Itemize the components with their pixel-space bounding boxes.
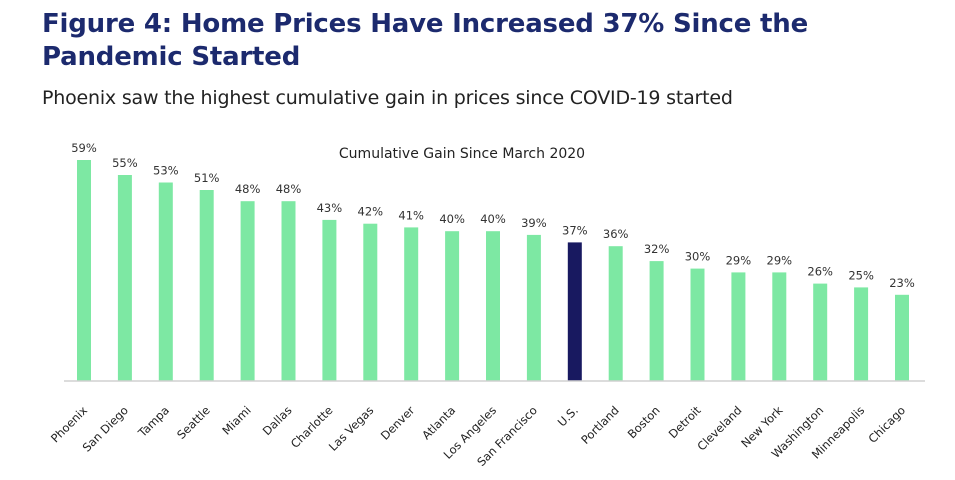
category-label-miami: Miami [219,403,253,437]
value-label-phoenix: 59% [71,141,97,155]
bar-washington [813,283,828,381]
category-label-detroit: Detroit [666,403,704,441]
category-label-cleveland: Cleveland [694,403,744,453]
bar-u-s [567,242,582,381]
category-label-seattle: Seattle [174,403,213,442]
bar-detroit [690,268,705,381]
bar-miami [240,201,255,381]
bar-boston [649,261,664,381]
value-label-las-vegas: 42% [358,205,384,219]
figure-subtitle: Phoenix saw the highest cumulative gain … [42,87,733,109]
bar-charlotte [322,219,337,381]
value-label-new-york: 29% [767,253,793,267]
value-label-tampa: 53% [153,164,179,178]
bar-chicago [895,294,909,381]
value-label-atlanta: 40% [439,212,465,226]
bar-san-francisco [526,234,541,381]
value-label-chicago: 23% [889,276,915,290]
category-label-las-vegas: Las Vegas [326,403,377,454]
value-label-u-s: 37% [562,223,588,237]
value-label-detroit: 30% [685,250,711,264]
value-label-cleveland: 29% [726,253,752,267]
bar-las-vegas [363,223,378,381]
bar-los-angeles [486,231,500,381]
bar-minneapolis [854,287,869,381]
bar-new-york [772,272,787,381]
bar-portland [608,246,623,381]
value-label-san-diego: 55% [112,156,138,170]
value-label-san-francisco: 39% [521,216,547,230]
bar-cleveland [731,272,746,381]
value-label-dallas: 48% [276,182,302,196]
category-label-boston: Boston [625,403,663,441]
value-label-portland: 36% [603,227,629,241]
category-label-chicago: Chicago [866,403,909,446]
bar-tampa [158,182,173,381]
value-label-minneapolis: 25% [848,268,874,282]
value-label-denver: 41% [398,208,424,222]
category-label-portland: Portland [578,403,622,447]
value-label-charlotte: 43% [317,201,343,215]
value-label-boston: 32% [644,242,670,256]
category-label-u-s: U.S. [555,403,581,429]
category-label-atlanta: Atlanta [419,403,458,442]
value-label-los-angeles: 40% [480,212,506,226]
bar-denver [404,227,419,381]
chart-title: Cumulative Gain Since March 2020 [339,146,585,162]
bar-atlanta [445,231,460,381]
value-label-miami: 48% [235,182,261,196]
category-label-denver: Denver [378,403,418,443]
bar-dallas [281,201,296,381]
bar-phoenix [77,160,91,381]
category-label-tampa: Tampa [135,403,172,440]
bar-san-diego [117,175,132,381]
bar-seattle [199,190,214,381]
figure-title: Figure 4: Home Prices Have Increased 37%… [42,9,809,72]
category-label-dallas: Dallas [260,403,295,438]
value-label-washington: 26% [807,265,833,279]
value-label-seattle: 51% [194,171,220,185]
